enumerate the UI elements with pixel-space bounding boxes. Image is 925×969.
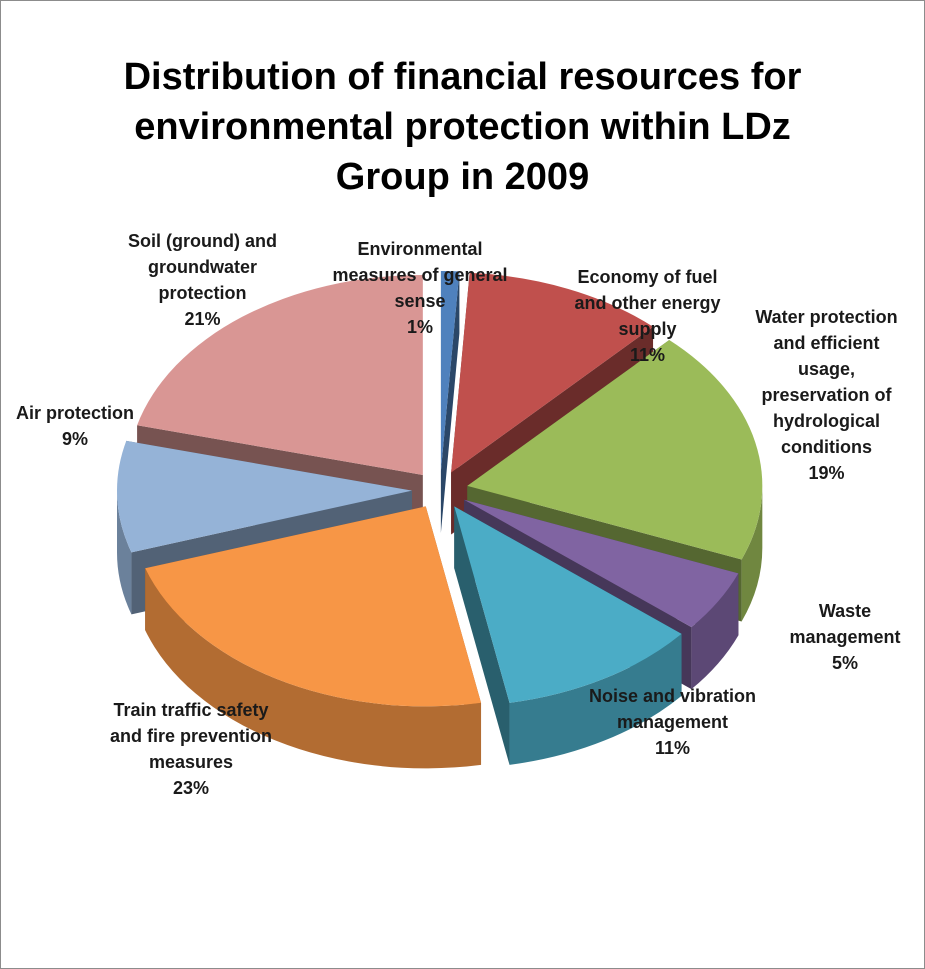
slice-label-name: Environmental measures of general sense (332, 239, 508, 311)
pie-slice-wall (509, 633, 682, 765)
pie-slice-wall (741, 485, 763, 622)
slice-label-value: 11% (654, 738, 691, 758)
slice-label-value: 19% (808, 463, 845, 483)
pie-slice-top (464, 499, 739, 628)
slice-label-soil: Soil (ground) and groundwater protection… (110, 228, 295, 332)
pie-slice-wall (691, 573, 739, 690)
chart-title: Distribution of financial resources for … (123, 56, 802, 198)
slice-label-waste: Waste management 5% (775, 598, 915, 676)
pie-slice-wall (145, 568, 482, 769)
slice-label-train: Train traffic safety and fire prevention… (96, 697, 286, 801)
slice-label-name: Water protection and efficient usage, pr… (755, 307, 898, 457)
slice-label-general: Environmental measures of general sense … (325, 236, 515, 340)
pie-slice (440, 270, 460, 533)
slice-label-value: 21% (184, 309, 221, 329)
slice-label-water: Water protection and efficient usage, pr… (754, 304, 899, 486)
slice-label-name: Economy of fuel and other energy supply (574, 267, 721, 339)
slice-label-value: 23% (172, 778, 210, 798)
slice-label-value: 11% (629, 345, 666, 365)
pie-slice (454, 506, 682, 765)
slice-label-noise: Noise and vibration management 11% (585, 683, 760, 761)
slice-label-name: Waste management (789, 601, 901, 647)
pie-slice-top (145, 506, 482, 707)
slice-label-name: Train traffic safety and fire prevention… (109, 700, 273, 772)
slice-label-fuel: Economy of fuel and other energy supply … (560, 264, 735, 368)
slice-label-value: 1% (406, 317, 433, 337)
slice-label-name: Noise and vibration management (588, 686, 757, 732)
slice-label-value: 5% (831, 653, 858, 673)
pie-slice-side (440, 271, 460, 533)
pie-slice-top (440, 270, 460, 471)
pie-slice-wall (117, 490, 132, 615)
pie-slice-top (467, 340, 763, 560)
pie-slice-top (117, 440, 413, 553)
pie-slice-top (451, 272, 654, 473)
slice-label-air: Air protection 9% (0, 400, 150, 452)
slice-label-value: 9% (61, 429, 88, 449)
pie-slice (145, 506, 482, 769)
slice-label-name: Soil (ground) and groundwater protection (128, 231, 277, 303)
slice-label-name: Air protection (15, 403, 134, 423)
pie-slice-top (137, 274, 423, 475)
pie-slice-side (454, 506, 510, 765)
pie-slice-top (454, 506, 682, 703)
